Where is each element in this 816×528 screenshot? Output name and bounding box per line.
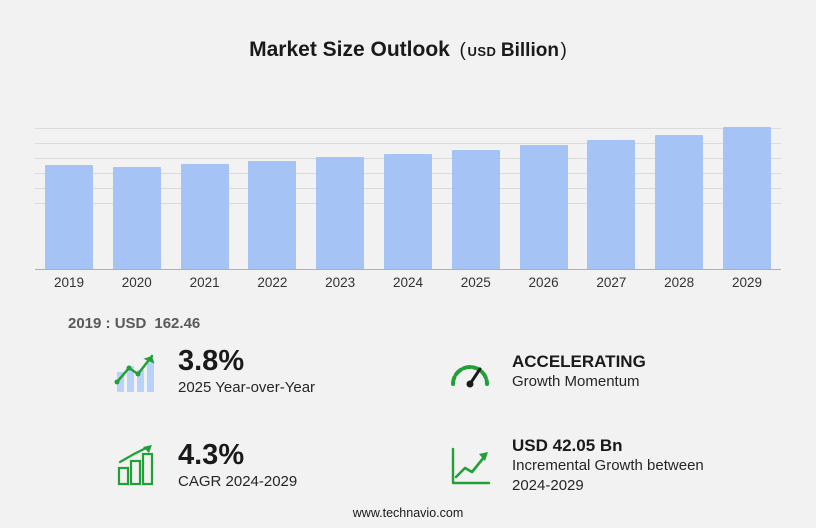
x-tick-label-2024: 2024 bbox=[392, 275, 423, 290]
bar-2027 bbox=[587, 140, 636, 269]
base-year-value: 162.46 bbox=[154, 315, 201, 332]
stat-incremental-growth: USD 42.05 Bn Incremental Growth between … bbox=[442, 436, 712, 495]
momentum-label: Growth Momentum bbox=[512, 373, 640, 391]
stat-yoy: 3.8% 2025 Year-over-Year bbox=[108, 345, 316, 397]
x-tick-label-2029: 2029 bbox=[731, 275, 762, 290]
bar-2028 bbox=[655, 135, 704, 269]
title-paren-open: ( bbox=[454, 40, 468, 61]
bar-chart-plot-area bbox=[35, 120, 781, 270]
x-tick-label-2022: 2022 bbox=[257, 275, 288, 290]
bar-2024 bbox=[383, 154, 432, 269]
bar-2025 bbox=[451, 150, 500, 269]
yoy-value: 3.8% bbox=[178, 345, 245, 377]
title-paren-close: ) bbox=[558, 40, 567, 61]
stat-cagr: 4.3% CAGR 2024-2029 bbox=[108, 439, 298, 491]
green-bars-icon bbox=[108, 444, 164, 488]
footer-url: www.technavio.com bbox=[352, 506, 464, 520]
line-growth-icon bbox=[442, 444, 498, 488]
cagr-value: 4.3% bbox=[178, 439, 245, 471]
title-unit-billion: Billion bbox=[500, 40, 559, 61]
gridline bbox=[35, 128, 781, 129]
cagr-label: CAGR 2024-2029 bbox=[178, 472, 298, 490]
bar-2026 bbox=[519, 145, 568, 269]
title-main: Market Size Outlook bbox=[249, 38, 450, 61]
incremental-label: Incremental Growth between 2024-2029 bbox=[512, 457, 704, 494]
bar-chart-bars bbox=[35, 120, 781, 269]
base-year-label: 2019 : USD bbox=[68, 315, 147, 332]
bar-2021 bbox=[180, 164, 229, 269]
bar-2020 bbox=[112, 167, 161, 269]
x-tick-label-2023: 2023 bbox=[325, 275, 356, 290]
x-tick-label-2020: 2020 bbox=[121, 275, 152, 290]
x-tick-label-2021: 2021 bbox=[189, 275, 220, 290]
title-unit-currency: USD bbox=[467, 44, 497, 59]
bar-2019 bbox=[45, 165, 93, 269]
bar-chart-growth-icon bbox=[108, 350, 164, 394]
stat-momentum: ACCELERATING Growth Momentum bbox=[442, 352, 646, 392]
base-year-note: 2019 : USD 162.46 bbox=[68, 315, 200, 332]
x-tick-label-2026: 2026 bbox=[528, 275, 559, 290]
gridline bbox=[35, 143, 781, 144]
x-tick-label-2025: 2025 bbox=[460, 275, 491, 290]
incremental-value: USD 42.05 Bn bbox=[512, 436, 623, 455]
bar-2023 bbox=[316, 157, 365, 269]
bar-2029 bbox=[722, 127, 771, 269]
bar-2022 bbox=[248, 161, 297, 269]
yoy-label: 2025 Year-over-Year bbox=[178, 378, 316, 396]
speedometer-icon bbox=[442, 354, 498, 390]
x-tick-label-2019: 2019 bbox=[53, 275, 85, 290]
bar-chart-labels: 2019 2020 2021 2022 2023 2024 2025 2026 2027 2028… bbox=[35, 275, 781, 290]
page-title: Market Size Outlook ( USD Billion ) bbox=[0, 38, 816, 62]
x-tick-label-2027: 2027 bbox=[596, 275, 627, 290]
x-tick-label-2028: 2028 bbox=[664, 275, 695, 290]
momentum-value: ACCELERATING bbox=[512, 352, 646, 371]
